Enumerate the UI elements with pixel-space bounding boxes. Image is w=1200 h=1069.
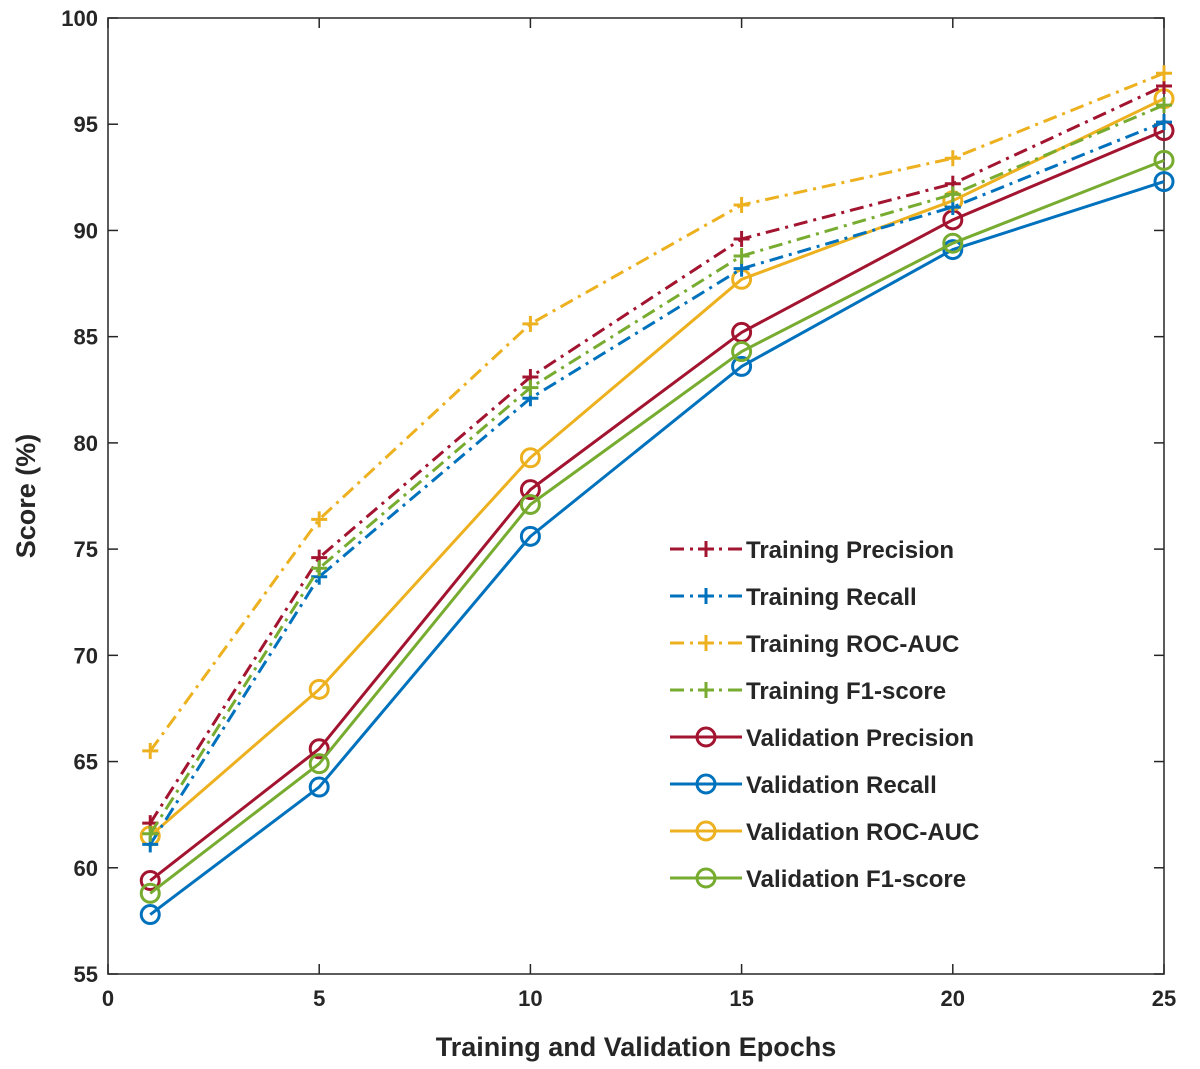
data-point-training-f1-score [1156, 97, 1172, 114]
data-point-training-precision [733, 230, 750, 247]
series-training-recall [142, 114, 1172, 853]
data-point-validation-recall [1153, 171, 1175, 193]
y-tick-label: 55 [74, 962, 98, 987]
series-validation-f1-score [139, 149, 1175, 904]
data-point-validation-f1-score [942, 232, 964, 254]
legend-swatch-marker [698, 635, 714, 651]
x-tick-label: 5 [313, 986, 325, 1011]
legend-swatch-marker [695, 820, 717, 842]
axes-box [107, 17, 1165, 975]
legend-entry-training-precision: Training Precision [670, 537, 954, 564]
series-line-validation-recall [149, 180, 1165, 916]
data-point-validation-roc-auc [308, 678, 330, 700]
y-tick-label: 70 [74, 643, 98, 668]
y-tick-label: 95 [74, 112, 98, 137]
data-point-training-roc-auc [311, 511, 328, 528]
legend-entry-validation-f1-score: Validation F1-score [670, 866, 966, 893]
y-tick-label: 90 [74, 218, 98, 243]
y-tick-label: 75 [74, 537, 98, 562]
legend-swatch-marker [695, 867, 717, 889]
legend-label: Validation ROC-AUC [746, 819, 979, 846]
legend-label: Validation Precision [746, 725, 974, 752]
series-layer [139, 65, 1175, 926]
data-point-validation-roc-auc [519, 447, 541, 469]
plot-area: 0 5 10 15 20 25 55 60 65 70 75 80 85 90 95 100 [61, 6, 1176, 1011]
data-point-training-roc-auc [733, 196, 750, 213]
data-point-training-recall [1156, 114, 1172, 131]
legend-label: Training F1-score [746, 678, 946, 705]
x-tick-label: 20 [941, 986, 965, 1011]
legend-entry-validation-precision: Validation Precision [670, 725, 974, 752]
data-point-training-f1-score [142, 825, 159, 842]
data-point-training-f1-score [733, 247, 750, 264]
legend-entry-validation-roc-auc: Validation ROC-AUC [670, 819, 979, 846]
y-tick-label: 85 [74, 325, 98, 350]
series-line-validation-precision [149, 129, 1165, 882]
legend-label: Training Precision [746, 537, 954, 564]
series-line-training-precision [148, 84, 1165, 824]
y-tick-label: 65 [74, 750, 98, 775]
legend-label: Validation F1-score [746, 866, 966, 893]
data-point-training-roc-auc [522, 315, 539, 332]
x-tick-label: 0 [102, 986, 114, 1011]
legend-label: Training Recall [746, 584, 917, 611]
y-tick-label: 60 [74, 856, 98, 881]
y-axis-ticks: 55 60 65 70 75 80 85 90 95 100 [61, 6, 1164, 987]
legend: Training Precision Training Recall Trainin… [670, 537, 979, 893]
data-point-validation-f1-score [1153, 149, 1175, 171]
data-point-validation-recall [139, 904, 161, 926]
data-point-training-f1-score [944, 186, 961, 203]
series-validation-recall [139, 171, 1175, 926]
legend-swatch-marker [698, 541, 714, 557]
data-point-training-roc-auc [1156, 65, 1172, 82]
data-point-validation-f1-score [731, 341, 753, 363]
data-point-validation-f1-score [139, 882, 161, 904]
x-tick-label: 10 [518, 986, 542, 1011]
legend-label: Training ROC-AUC [746, 631, 959, 658]
legend-entry-training-recall: Training Recall [670, 584, 917, 611]
series-line-training-recall [148, 120, 1165, 846]
x-axis-title: Training and Validation Epochs [436, 1032, 837, 1062]
series-line-validation-roc-auc [149, 97, 1165, 838]
series-line-training-roc-auc [149, 71, 1165, 752]
y-axis-title: Score (%) [11, 434, 41, 559]
legend-swatch-marker [698, 682, 714, 698]
data-point-validation-f1-score [519, 493, 541, 515]
x-axis-ticks: 0 5 10 15 20 25 [102, 18, 1176, 1011]
series-training-roc-auc [142, 65, 1172, 759]
x-tick-label: 25 [1152, 986, 1176, 1011]
data-point-validation-recall [308, 776, 330, 798]
data-point-training-roc-auc [944, 150, 961, 167]
data-point-training-f1-score [522, 379, 539, 396]
series-training-f1-score [142, 97, 1172, 842]
y-tick-label: 80 [74, 431, 98, 456]
series-line-validation-f1-score [149, 158, 1165, 895]
legend-swatch-marker [695, 773, 717, 795]
data-point-validation-precision [519, 479, 541, 501]
data-point-validation-recall [942, 239, 964, 261]
legend-entry-validation-recall: Validation Recall [670, 772, 937, 799]
legend-entry-training-f1-score: Training F1-score [670, 678, 946, 705]
data-point-validation-recall [731, 355, 753, 377]
data-point-validation-precision [139, 870, 161, 892]
y-tick-label: 100 [61, 6, 98, 31]
legend-entry-training-roc-auc: Training ROC-AUC [670, 631, 959, 658]
data-point-validation-precision [308, 738, 330, 760]
series-line-training-f1-score [148, 103, 1165, 835]
data-point-training-roc-auc [142, 742, 159, 759]
data-point-validation-recall [519, 525, 541, 547]
legend-label: Validation Recall [746, 772, 937, 799]
legend-swatch-marker [698, 588, 714, 604]
data-point-training-f1-score [311, 560, 328, 577]
legend-swatch-marker [695, 726, 717, 748]
data-point-validation-f1-score [308, 753, 330, 775]
x-tick-label: 15 [729, 986, 753, 1011]
